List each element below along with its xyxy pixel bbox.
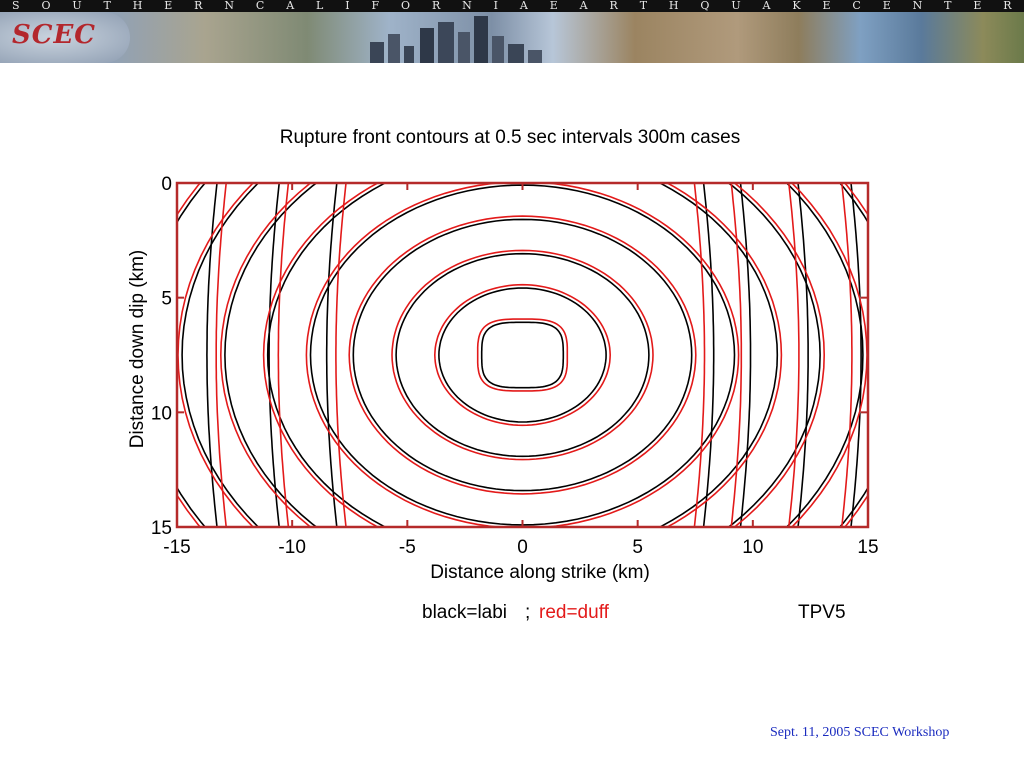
contour-line <box>395 252 650 458</box>
y-tick-label: 0 <box>161 174 172 195</box>
banner-letter: H <box>668 0 679 12</box>
contour-line <box>266 183 779 527</box>
contour-line <box>739 183 752 527</box>
banner-letter: A <box>286 0 295 12</box>
contour-line <box>352 218 693 492</box>
banner-letter: A <box>762 0 771 12</box>
banner-letter: R <box>194 0 203 12</box>
contour-line <box>219 183 826 527</box>
scec-logo: SCEC <box>0 12 130 63</box>
contour-line <box>391 249 654 461</box>
banner-letter: N <box>462 0 472 12</box>
contour-line <box>476 318 569 392</box>
contour-line <box>841 183 853 527</box>
contour-line <box>850 183 862 527</box>
banner-letter: L <box>316 0 324 12</box>
contour-line <box>325 183 338 527</box>
contour-line <box>335 183 347 527</box>
banner-letter: S <box>12 0 20 12</box>
contour-line <box>702 183 715 527</box>
y-tick-label: 15 <box>151 518 172 539</box>
y-axis-label: Distance down dip (km) <box>127 250 148 449</box>
banner-letter: Q <box>700 0 710 12</box>
contour-line <box>181 183 864 527</box>
x-tick-label: -15 <box>163 537 190 558</box>
banner-letter: I <box>345 0 350 12</box>
banner-letter: E <box>164 0 173 12</box>
contour-line <box>480 321 565 389</box>
case-label: TPV5 <box>798 602 846 623</box>
y-tick-label: 10 <box>151 403 172 424</box>
banner-letter: R <box>609 0 618 12</box>
banner-letter: N <box>224 0 234 12</box>
legend-black-label: black=labi <box>422 602 508 623</box>
contour-line <box>277 183 290 527</box>
contour-line <box>206 183 218 527</box>
x-tick-label: -5 <box>399 537 416 558</box>
banner-letter: I <box>493 0 498 12</box>
x-tick-label: -10 <box>278 537 305 558</box>
contour-line <box>215 183 227 527</box>
banner-letter: A <box>579 0 588 12</box>
x-tick-label: 10 <box>742 537 763 558</box>
contour-line <box>309 184 736 526</box>
legend-red-label: red=duff <box>539 602 609 623</box>
contour-line <box>438 287 607 423</box>
contour-line <box>797 183 809 527</box>
city-skyline-image <box>370 16 542 63</box>
plot-frame <box>175 181 870 529</box>
contour-line <box>693 183 706 527</box>
banner-letter: U <box>72 0 82 12</box>
banner-letter: C <box>852 0 861 12</box>
banner-letter: E <box>822 0 831 12</box>
x-tick-label: 5 <box>632 537 643 558</box>
x-tick-label: 0 <box>517 537 528 558</box>
contour-line <box>262 183 783 527</box>
y-axis-label-group: Distance down dip (km) <box>127 250 148 449</box>
banner-letter: K <box>792 0 801 12</box>
banner-letter: T <box>944 0 952 12</box>
banner-letter: O <box>401 0 411 12</box>
banner-letter: U <box>731 0 741 12</box>
banner-letter: O <box>41 0 51 12</box>
contour-line <box>433 283 612 427</box>
footer-text: Sept. 11, 2005 SCEC Workshop <box>770 725 950 740</box>
contour-line <box>730 183 743 527</box>
banner-letter: F <box>371 0 380 12</box>
banner-letter: T <box>103 0 111 12</box>
logo-text: SCEC <box>12 20 96 50</box>
contour-line <box>268 183 280 527</box>
header-banner: S O U T H E R N C A L I F O R N I A E A R T H Q U A K E C E N T E R SCEC <box>0 0 1024 63</box>
contour-line <box>348 215 697 495</box>
banner-letter: H <box>132 0 143 12</box>
banner-letter: R <box>431 0 441 12</box>
banner-letter: E <box>973 0 982 12</box>
y-tick-label: 5 <box>161 289 172 310</box>
contour-line <box>305 183 740 527</box>
banner-letter: A <box>519 0 528 12</box>
contour-line <box>788 183 800 527</box>
x-tick-label: 15 <box>857 537 878 558</box>
banner-letter: C <box>255 0 265 12</box>
x-axis-label: Distance along strike (km) <box>430 562 650 583</box>
banner-letter: T <box>639 0 648 12</box>
legend-separator: ; <box>525 602 531 623</box>
banner-letter: R <box>1003 0 1012 12</box>
contour-line <box>224 183 821 527</box>
banner-letter: E <box>549 0 558 12</box>
plot-area: -15 -10 -5 0 5 10 15 0 5 10 15 <box>151 174 879 558</box>
banner-title-strip <box>0 0 1024 12</box>
banner-letter: N <box>912 0 923 12</box>
chart-title: Rupture front contours at 0.5 sec interv… <box>280 127 740 148</box>
banner-letter: E <box>882 0 891 12</box>
